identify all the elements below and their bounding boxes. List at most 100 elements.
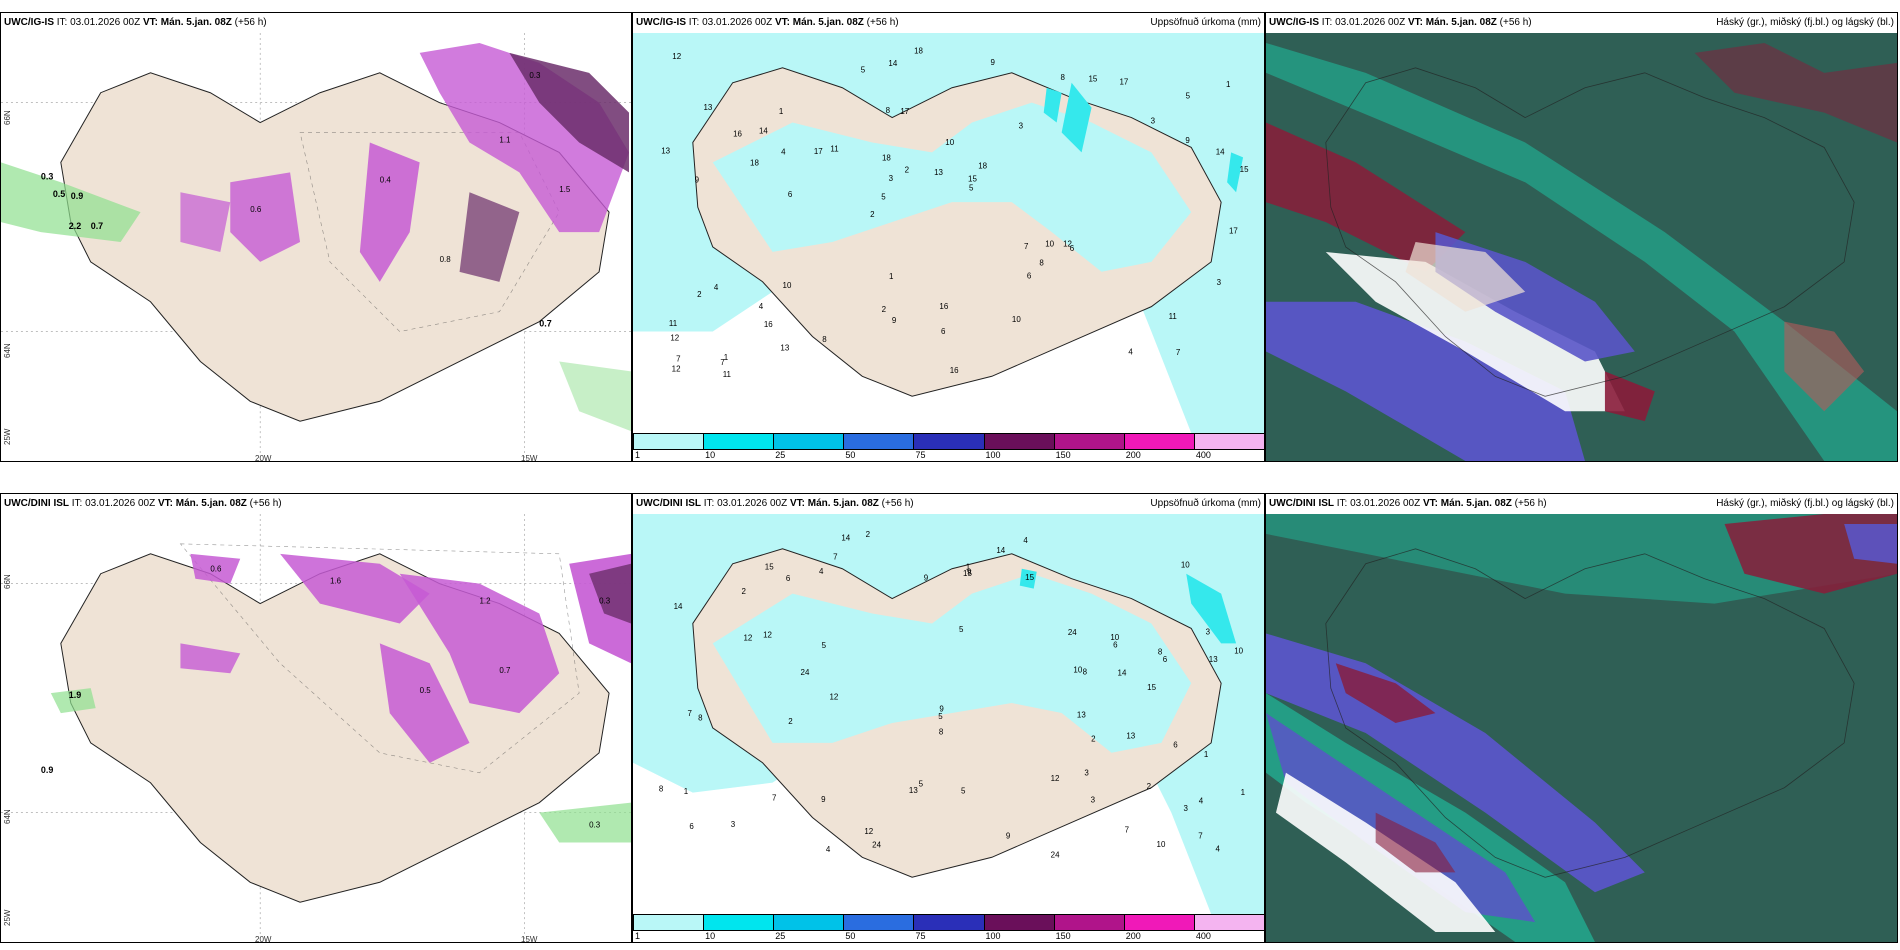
- precip-value-label: 2: [866, 530, 871, 539]
- precip-value-label: 12: [672, 52, 681, 61]
- colorbar-segment: [773, 914, 845, 931]
- precip-value-label: 5: [969, 184, 974, 193]
- colorbar-segment: [1053, 914, 1125, 931]
- precip-value-label: 13: [661, 146, 670, 155]
- colorbar-segment: [1123, 914, 1195, 931]
- snow-label: 0.7: [539, 319, 551, 329]
- precip-value-label: 10: [1045, 239, 1054, 248]
- precip-value-label: 1: [779, 107, 784, 116]
- colorbar-segment: [1193, 914, 1264, 931]
- precip-value-label: 7: [688, 709, 693, 718]
- precip-colorbar: 1 10 25 50 75 100 150 200 400: [633, 914, 1264, 942]
- precip-value-label: 14: [996, 546, 1005, 555]
- lat-label-66: 66N: [3, 110, 12, 125]
- panel-snow-dini-isl: UWC/DINI ISL IT: 03.01.2026 00Z VT: Mán.…: [0, 493, 632, 943]
- snow-label: 0.6: [250, 205, 262, 214]
- precip-value-label: 7: [1024, 242, 1029, 251]
- precip-value-label: 11: [723, 370, 732, 379]
- precip-value-label: 15: [1147, 683, 1156, 692]
- precip-value-label: 8: [822, 335, 827, 344]
- precip-value-label: 10: [1157, 840, 1166, 849]
- lon-label-15: 15W: [521, 454, 538, 462]
- precip-value-label: 5: [961, 786, 966, 795]
- precip-value-label: 17: [900, 107, 909, 116]
- snow-label: 0.3: [589, 821, 601, 830]
- precip-value-label: 12: [763, 630, 772, 639]
- precip-value-label: 5: [1186, 92, 1191, 101]
- precip-value-label: 11: [1169, 312, 1178, 321]
- precip-value-label: 4: [781, 147, 786, 156]
- precip-map[interactable]: 2 3 4 5 6 7 8 9 10 12 13 14 15 24 1 2 3 4 5 6 7 8 9 10 12 13 14 15 2…: [633, 514, 1264, 914]
- precip-value-label: 7: [772, 794, 777, 803]
- cloud-map[interactable]: [1266, 514, 1897, 942]
- snow-map[interactable]: 0.3 0.5 0.7 2.2 0.9 0.7 0.3 1.1 1.5 0.4 …: [1, 33, 631, 461]
- precip-value-label: 8: [1039, 259, 1044, 268]
- precip-value-label: 18: [978, 161, 987, 170]
- model-name: UWC/IG-IS: [4, 17, 54, 28]
- init-time: IT: 03.01.2026 00Z: [1321, 17, 1406, 28]
- precip-value-label: 8: [659, 784, 664, 793]
- precip-value-label: 12: [1063, 240, 1072, 249]
- precip-value-label: 4: [1215, 845, 1220, 854]
- precip-value-label: 8: [1083, 667, 1088, 676]
- cloud-map[interactable]: [1266, 33, 1897, 461]
- colorbar-tick-label: 150: [1055, 931, 1071, 941]
- colorbar-tick-label: 100: [985, 931, 1001, 941]
- precip-value-label: 6: [788, 190, 793, 199]
- precip-value-label: 7: [1176, 348, 1181, 357]
- valid-time: VT: Mán. 5.jan. 08Z: [1407, 17, 1497, 28]
- precip-value-label: 8: [1158, 647, 1163, 656]
- precip-value-label: 2: [788, 717, 793, 726]
- precip-value-label: 17: [1229, 227, 1238, 236]
- precip-value-label: 11: [669, 319, 678, 328]
- precip-value-label: 18: [914, 47, 923, 56]
- init-time: IT: 03.01.2026 00Z: [1336, 498, 1421, 509]
- precip-map[interactable]: 7 9 5 2 3 1 8 10 4 11 12 16 17 18 6 13 14 15 7 9 5 2 3 1 8 10 4 11 1…: [633, 33, 1264, 433]
- precip-value-label: 1: [889, 272, 894, 281]
- colorbar-tick-label: 10: [705, 450, 716, 460]
- precip-value-label: 7: [1198, 831, 1203, 840]
- panel-header: UWC/DINI ISL IT: 03.01.2026 00Z VT: Mán.…: [1266, 494, 1897, 514]
- snow-label: 0.7: [91, 221, 103, 231]
- lead-time: (+56 h): [1514, 498, 1547, 509]
- snow-map[interactable]: 1.9 0.9 1.6 1.2 0.5 0.7 0.3 0.6 0.3: [1, 514, 631, 942]
- lon-label-20: 20W: [255, 454, 272, 462]
- precip-value-label: 5: [959, 625, 964, 634]
- precip-value-label: 17: [1119, 77, 1128, 86]
- colorbar-segment: [1053, 433, 1125, 450]
- precip-value-label: 3: [1084, 768, 1089, 777]
- precip-value-label: 16: [733, 129, 742, 138]
- panel-header: UWC/DINI ISL IT: 03.01.2026 00Z VT: Mán.…: [1, 494, 631, 514]
- snow-label: 0.4: [380, 175, 392, 184]
- precip-value-label: 15: [1088, 74, 1097, 83]
- precip-value-label: 10: [1110, 633, 1119, 642]
- precip-value-label: 2: [742, 587, 747, 596]
- model-name: UWC/IG-IS: [1269, 17, 1319, 28]
- colorbar-segment: [843, 433, 915, 450]
- precip-value-label: 15: [1025, 573, 1034, 582]
- precip-value-label: 6: [1027, 272, 1032, 281]
- precip-value-label: 9: [892, 316, 897, 325]
- colorbar-tick-label: 10: [705, 931, 716, 941]
- lead-time: (+56 h): [866, 17, 899, 28]
- precip-value-label: 11: [830, 144, 839, 153]
- colorbar-tick-label: 50: [845, 450, 856, 460]
- panel-cloud-dini-isl: UWC/DINI ISL IT: 03.01.2026 00Z VT: Mán.…: [1265, 493, 1898, 943]
- precip-value-label: 9: [1185, 136, 1190, 145]
- precip-value-label: 16: [950, 366, 959, 375]
- precip-value-label: 9: [967, 568, 972, 577]
- precip-value-label: 15: [963, 569, 972, 578]
- precip-value-label: 24: [872, 840, 881, 849]
- snow-label: 0.5: [420, 686, 432, 695]
- precip-value-label: 4: [1199, 797, 1204, 806]
- colorbar-tick-label: 25: [775, 450, 786, 460]
- precip-value-label: 14: [841, 533, 850, 542]
- precip-value-label: 15: [968, 174, 977, 183]
- snow-label: 1.1: [499, 135, 511, 144]
- precip-value-label: 14: [1118, 669, 1127, 678]
- snow-label: 0.9: [41, 765, 53, 775]
- colorbar-tick-label: 25: [775, 931, 786, 941]
- precip-value-label: 15: [765, 562, 774, 571]
- precip-value-label: 6: [689, 822, 694, 831]
- snow-label: 1.5: [559, 185, 571, 194]
